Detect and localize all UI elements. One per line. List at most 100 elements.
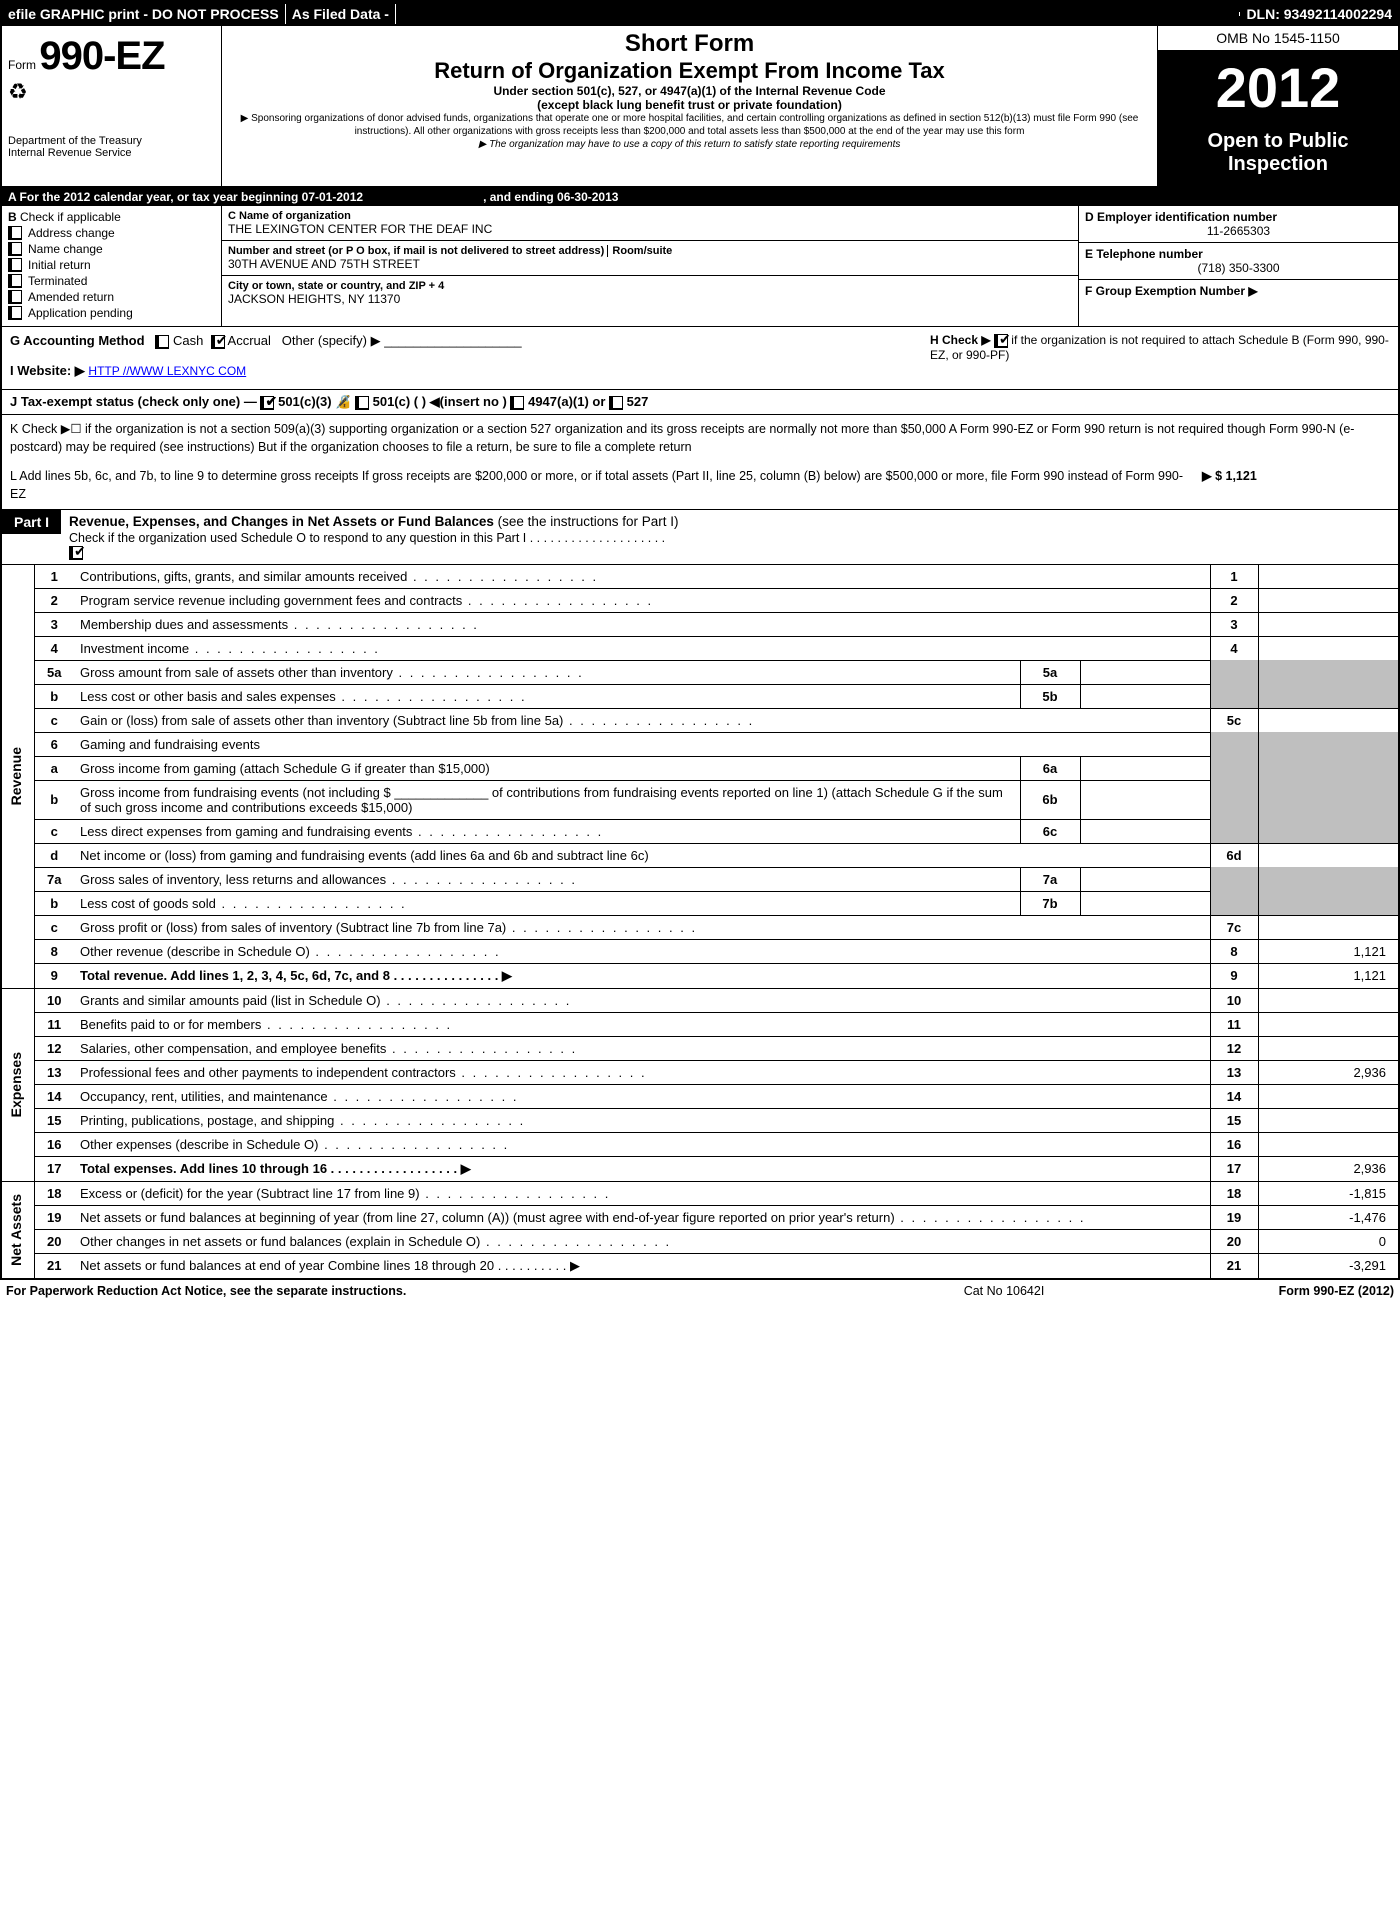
val-18: -1,815 [1258, 1181, 1398, 1205]
sec-k: K Check ▶☐ if the organization is not a … [2, 415, 1398, 462]
line-3: Membership dues and assessments [74, 612, 1210, 636]
chk-terminated[interactable]: Terminated [8, 274, 215, 288]
chk-527[interactable] [609, 396, 623, 410]
f-group-lbl: F Group Exemption Number ▶ [1085, 284, 1392, 298]
line-13: Professional fees and other payments to … [74, 1060, 1210, 1084]
block-bcdef: B Check if applicable Address change Nam… [2, 206, 1398, 327]
top-asfiled: As Filed Data - [286, 4, 396, 24]
recycle-icon: ♻ [8, 79, 215, 105]
tab-revenue: Revenue [2, 565, 34, 989]
header-note2: ▶ The organization may have to use a cop… [232, 138, 1147, 151]
footer-paperwork: For Paperwork Reduction Act Notice, see … [6, 1284, 874, 1298]
c-addr-val: 30TH AVENUE AND 75TH STREET [228, 257, 1072, 271]
top-efile: efile GRAPHIC print - DO NOT PROCESS [2, 4, 286, 24]
g-other: Other (specify) ▶ [282, 333, 381, 348]
e-tel-lbl: E Telephone number [1085, 247, 1392, 261]
chk-pending[interactable]: Application pending [8, 306, 215, 320]
part1-title-text: Revenue, Expenses, and Changes in Net As… [69, 514, 494, 529]
part1-header: Part I Revenue, Expenses, and Changes in… [2, 510, 1398, 565]
val-20: 0 [1258, 1229, 1398, 1253]
l-text: L Add lines 5b, 6c, and 7b, to line 9 to… [10, 468, 1190, 503]
val-21: -3,291 [1258, 1253, 1398, 1278]
top-bar: efile GRAPHIC print - DO NOT PROCESS As … [2, 2, 1398, 26]
line-12: Salaries, other compensation, and employ… [74, 1036, 1210, 1060]
line-14: Occupancy, rent, utilities, and maintena… [74, 1084, 1210, 1108]
subtitle-except: (except black lung benefit trust or priv… [232, 98, 1147, 112]
chk-address-change[interactable]: Address change [8, 226, 215, 240]
c-city-val: JACKSON HEIGHTS, NY 11370 [228, 292, 1072, 306]
j-501c: 501(c) ( ) ◀(insert no ) [373, 394, 507, 409]
part1-check-line: Check if the organization used Schedule … [69, 529, 1390, 560]
line-6a: Gross income from gaming (attach Schedul… [74, 756, 1020, 780]
line-15: Printing, publications, postage, and shi… [74, 1108, 1210, 1132]
tab-expenses: Expenses [2, 988, 34, 1181]
val-17: 2,936 [1258, 1156, 1398, 1181]
l-value: ▶ $ 1,121 [1190, 468, 1390, 503]
line-21: Net assets or fund balances at end of ye… [74, 1253, 1210, 1278]
header-note1: ▶ Sponsoring organizations of donor advi… [232, 112, 1147, 138]
line-19: Net assets or fund balances at beginning… [74, 1205, 1210, 1229]
top-dln: DLN: 93492114002294 [1240, 4, 1398, 24]
omb-number: OMB No 1545-1150 [1158, 26, 1398, 51]
chk-h[interactable] [994, 334, 1008, 348]
form-prefix: Form [8, 58, 36, 72]
line-20: Other changes in net assets or fund bala… [74, 1229, 1210, 1253]
g-cash: Cash [173, 333, 203, 348]
line-6c: Less direct expenses from gaming and fun… [74, 819, 1020, 843]
line-1: Contributions, gifts, grants, and simila… [74, 565, 1210, 589]
line-4: Investment income [74, 636, 1210, 660]
h-block: H Check ▶ if the organization is not req… [930, 333, 1390, 362]
j-527: 527 [627, 394, 649, 409]
footer-catno: Cat No 10642I [874, 1284, 1134, 1298]
i-website-link[interactable]: HTTP //WWW LEXNYC COM [88, 364, 246, 378]
c-addr-lbl: Number and street (or P O box, if mail i… [228, 245, 604, 257]
line-5a: Gross amount from sale of assets other t… [74, 660, 1020, 684]
title-return: Return of Organization Exempt From Incom… [232, 58, 1147, 84]
chk-name-change[interactable]: Name change [8, 242, 215, 256]
chk-501c[interactable] [355, 396, 369, 410]
chk-accrual[interactable] [211, 335, 225, 349]
lines-table: Revenue 1Contributions, gifts, grants, a… [2, 565, 1398, 1278]
chk-501c3[interactable] [260, 396, 274, 410]
subtitle-section: Under section 501(c), 527, or 4947(a)(1)… [232, 84, 1147, 98]
part1-subtitle: (see the instructions for Part I) [498, 514, 679, 529]
dept-treasury: Department of the Treasury [8, 135, 215, 147]
b-label: B [8, 210, 17, 224]
g-label: G Accounting Method [10, 333, 145, 348]
line-6d: Net income or (loss) from gaming and fun… [74, 843, 1210, 867]
line-6: Gaming and fundraising events [74, 732, 1210, 756]
form-990ez: efile GRAPHIC print - DO NOT PROCESS As … [0, 0, 1400, 1280]
sec-gh: G Accounting Method Cash Accrual Other (… [2, 327, 1398, 390]
footer-formref: Form 990-EZ (2012) [1134, 1284, 1394, 1298]
line-7b: Less cost of goods sold [74, 891, 1020, 915]
d-ein-lbl: D Employer identification number [1085, 210, 1392, 224]
dept-irs: Internal Revenue Service [8, 147, 215, 159]
j-label: J Tax-exempt status (check only one) — [10, 394, 257, 409]
row-a-right: , and ending 06-30-2013 [483, 190, 618, 204]
val-19: -1,476 [1258, 1205, 1398, 1229]
line-16: Other expenses (describe in Schedule O) [74, 1132, 1210, 1156]
sec-j: J Tax-exempt status (check only one) — 5… [2, 390, 1398, 415]
open-public-1: Open to Public [1207, 130, 1348, 152]
val-8: 1,121 [1258, 939, 1398, 963]
e-tel-val: (718) 350-3300 [1085, 261, 1392, 275]
h-label: H Check ▶ [930, 333, 991, 347]
line-5b: Less cost or other basis and sales expen… [74, 684, 1020, 708]
line-7c: Gross profit or (loss) from sales of inv… [74, 915, 1210, 939]
c-city-lbl: City or town, state or country, and ZIP … [228, 280, 1072, 292]
chk-amended[interactable]: Amended return [8, 290, 215, 304]
col-b: B Check if applicable Address change Nam… [2, 206, 222, 326]
part1-title: Revenue, Expenses, and Changes in Net As… [61, 510, 1398, 564]
c-name-val: THE LEXINGTON CENTER FOR THE DEAF INC [228, 222, 1072, 236]
chk-initial-return[interactable]: Initial return [8, 258, 215, 272]
sec-l: L Add lines 5b, 6c, and 7b, to line 9 to… [2, 462, 1398, 510]
header-mid: Short Form Return of Organization Exempt… [222, 26, 1158, 186]
line-7a: Gross sales of inventory, less returns a… [74, 867, 1020, 891]
col-d: D Employer identification number 11-2665… [1078, 206, 1398, 326]
open-public: Open to Public Inspection [1158, 124, 1398, 186]
chk-4947[interactable] [510, 396, 524, 410]
line-8: Other revenue (describe in Schedule O) [74, 939, 1210, 963]
col-c: C Name of organization THE LEXINGTON CEN… [222, 206, 1078, 326]
chk-schedule-o[interactable] [69, 546, 83, 560]
chk-cash[interactable] [155, 335, 169, 349]
